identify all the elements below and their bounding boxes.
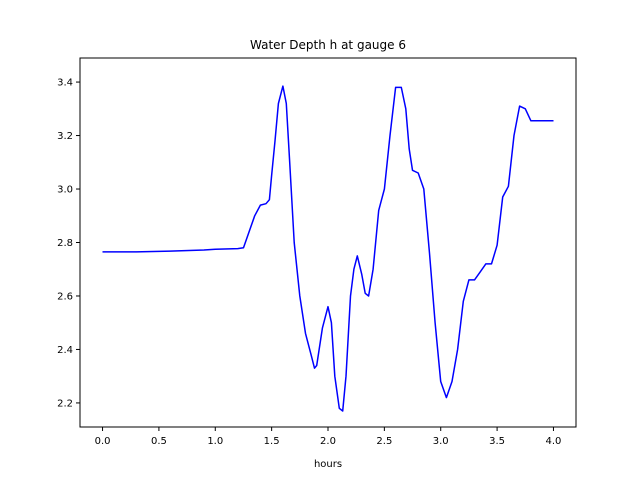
x-tick-label: 3.0 [433,436,449,447]
y-tick-label: 2.6 [57,291,73,302]
x-axis-label: hours [314,459,342,470]
y-tick-label: 3.2 [57,131,73,142]
plot-area [102,85,554,412]
y-tick-label: 2.4 [57,345,73,356]
x-tick-label: 2.0 [320,436,336,447]
y-tick-label: 3.0 [57,185,73,196]
y-tick-label: 2.2 [57,398,73,409]
x-tick-label: 4.0 [546,436,562,447]
y-tick-label: 2.8 [57,238,73,249]
series-line-0 [102,85,554,412]
x-tick-label: 3.5 [489,436,505,447]
chart-title: Water Depth h at gauge 6 [250,38,406,52]
x-tick-label: 0.5 [151,436,167,447]
x-tick-label: 0.0 [95,436,111,447]
y-tick-label: 3.4 [57,78,73,89]
axes: 0.0 0.5 1.0 1.5 2.0 2.5 3.0 3.5 4.0 2.2 2.4 2.6 2.8 3… [57,57,577,447]
x-tick-label: 1.5 [264,436,280,447]
x-tick-label: 2.5 [376,436,392,447]
x-tick-label: 1.0 [207,436,223,447]
